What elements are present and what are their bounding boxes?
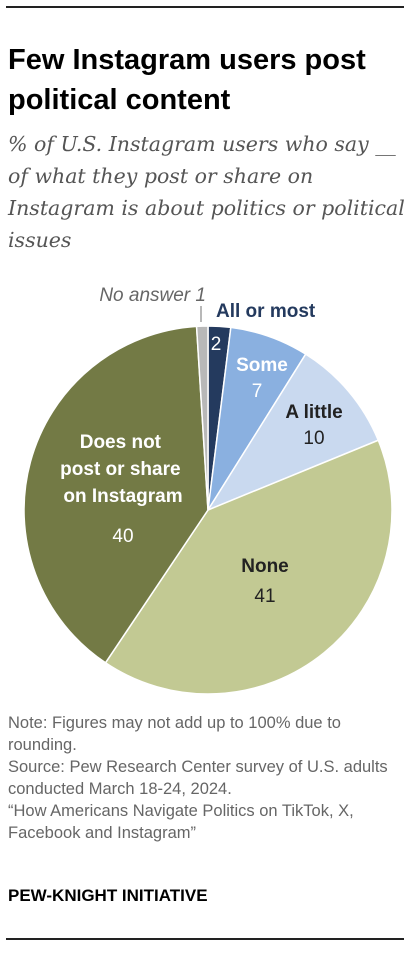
chart-subtitle: % of U.S. Instagram users who say __ of …: [8, 132, 405, 252]
slice-label-no-answer-name: No answer: [99, 285, 190, 306]
footnotes: Note: Figures may not add up to 100% due…: [8, 712, 408, 844]
slice-value-all-or-most: 2: [211, 334, 222, 355]
slice-value-none: 41: [254, 586, 275, 607]
slice-label-all-or-most: All or most: [216, 301, 316, 322]
slice-label-no-answer: No answer 1: [99, 285, 206, 306]
top-rule: [6, 6, 404, 8]
pie-slices: [23, 325, 393, 695]
slice-label-none: None: [241, 556, 289, 577]
bottom-rule: [6, 938, 404, 940]
pie-slice-a-little: [206, 353, 380, 512]
pie-slice-no-answer: [195, 325, 209, 511]
slice-value-no-answer: 1: [195, 285, 206, 306]
slice-label-a-little: A little: [285, 402, 342, 423]
slice-label-does-not-post-line-3: on Instagram: [63, 486, 182, 507]
pie-chart: No answer 1 All or most 2 Some 7 A littl…: [23, 285, 393, 695]
source-text: Source: Pew Research Center survey of U.…: [8, 758, 388, 798]
report-title: “How Americans Navigate Politics on TikT…: [8, 802, 354, 842]
slice-value-some: 7: [252, 381, 263, 402]
slice-value-a-little: 10: [303, 428, 324, 449]
slice-value-does-not-post: 40: [112, 526, 133, 547]
pie-slice-none: [104, 439, 393, 695]
chart-title: Few Instagram users post political conte…: [8, 44, 366, 116]
slice-label-does-not-post: Does not post or share on Instagram: [60, 432, 186, 507]
brand-label: PEW-KNIGHT INITIATIVE: [8, 886, 208, 905]
note-text: Note: Figures may not add up to 100% due…: [8, 714, 341, 754]
slice-label-does-not-post-line-2: post or share: [60, 459, 180, 480]
slice-label-does-not-post-line-1: Does not: [80, 432, 162, 453]
slice-label-some: Some: [236, 355, 288, 376]
pie-slice-does-not-post-or-share-on-instagram: [23, 325, 209, 664]
